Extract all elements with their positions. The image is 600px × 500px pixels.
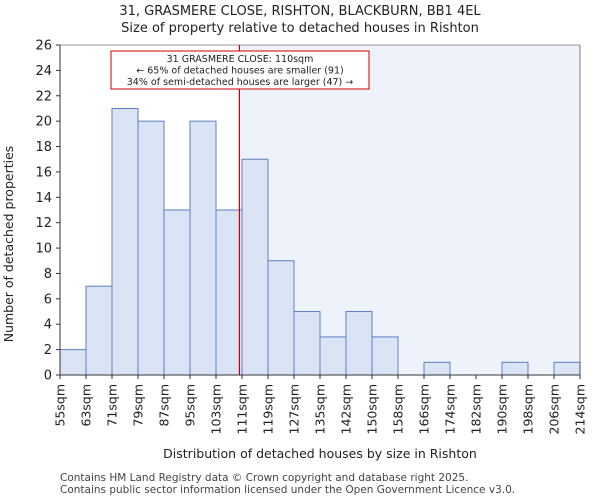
y-tick-label: 20 [35, 115, 52, 130]
bar-63sqm [85, 285, 113, 376]
annotation-line-1: 31 GRASMERE CLOSE: 110sqm [167, 54, 314, 65]
footer-copyright: Contains HM Land Registry data © Crown c… [60, 472, 469, 484]
y-tick-label: 8 [44, 267, 52, 282]
bar-135sqm [319, 336, 347, 376]
bars-group [59, 107, 581, 376]
bar-190sqm [501, 361, 529, 376]
y-tick-label: 6 [44, 292, 52, 307]
x-tick-label: 63sqm [79, 384, 94, 427]
x-tick-label: 142sqm [339, 384, 354, 434]
x-tick-label: 150sqm [365, 384, 380, 434]
x-tick-label: 166sqm [417, 384, 432, 434]
y-tick-label: 18 [35, 140, 52, 155]
y-tick-label: 24 [35, 64, 52, 79]
x-tick-label: 198sqm [521, 384, 536, 434]
x-tick-label: 55sqm [53, 384, 68, 427]
x-tick-label: 214sqm [573, 384, 588, 434]
x-tick-label: 182sqm [469, 384, 484, 434]
x-tick-label: 135sqm [313, 384, 328, 434]
bar-119sqm [267, 260, 295, 376]
x-tick-label: 174sqm [443, 384, 458, 434]
y-tick-label: 14 [35, 191, 52, 206]
bar-103sqm [215, 209, 243, 376]
bar-95sqm [189, 120, 217, 376]
annotation-box: 31 GRASMERE CLOSE: 110sqm ← 65% of detac… [110, 50, 370, 90]
bar-55sqm [59, 349, 87, 376]
bar-111sqm [241, 158, 269, 376]
y-tick-label: 22 [35, 89, 52, 104]
x-tick-label: 111sqm [235, 384, 250, 434]
x-tick-label: 71sqm [105, 384, 120, 427]
bar-87sqm [163, 209, 191, 376]
annotation-line-3: 34% of semi-detached houses are larger (… [127, 77, 354, 88]
chart-title: 31, GRASMERE CLOSE, RISHTON, BLACKBURN, … [119, 4, 481, 19]
footer-licence: Contains public sector information licen… [60, 484, 516, 496]
x-tick-label: 127sqm [287, 384, 302, 434]
x-tick-label: 87sqm [157, 384, 172, 427]
x-tick-label: 103sqm [209, 384, 224, 434]
bar-150sqm [371, 336, 399, 376]
x-tick-label: 119sqm [261, 384, 276, 434]
x-tick-label: 158sqm [391, 384, 406, 434]
y-tick-label: 4 [44, 318, 52, 333]
annotation-frame [110, 50, 370, 90]
y-axis-label: Number of detached properties [1, 146, 16, 343]
bar-166sqm [423, 361, 451, 376]
histogram-chart: 31, GRASMERE CLOSE, RISHTON, BLACKBURN, … [1, 4, 588, 461]
x-tick-label: 190sqm [495, 384, 510, 434]
x-tick-label: 206sqm [547, 384, 562, 434]
chart-subtitle: Size of property relative to detached ho… [121, 21, 479, 36]
y-tick-label: 26 [35, 39, 52, 54]
x-axis-label: Distribution of detached houses by size … [163, 446, 477, 461]
bar-79sqm [137, 120, 165, 376]
bar-71sqm [111, 107, 139, 376]
y-tick-label: 2 [44, 343, 52, 358]
y-tick-label: 16 [35, 165, 52, 180]
bar-206sqm [553, 361, 581, 376]
bar-142sqm [345, 311, 373, 376]
annotation-line-2: ← 65% of detached houses are smaller (91… [136, 66, 343, 77]
y-tick-label: 0 [44, 369, 52, 384]
y-tick-label: 10 [35, 242, 52, 257]
x-tick-label: 79sqm [131, 384, 146, 427]
y-tick-label: 12 [35, 216, 52, 231]
bar-127sqm [293, 311, 321, 376]
x-tick-labels: 55sqm 63sqm 71sqm 79sqm 87sqm 95sqm 103sqm 111s… [53, 375, 588, 434]
x-tick-label: 95sqm [183, 384, 198, 427]
